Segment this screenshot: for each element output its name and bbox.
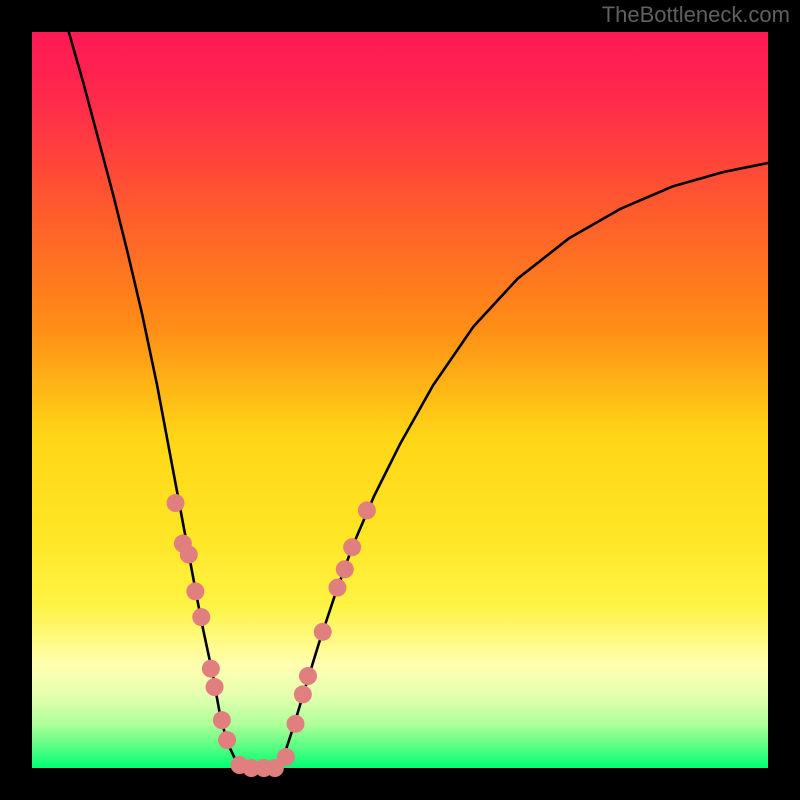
scatter-dot [343, 538, 361, 556]
plot-background [32, 32, 768, 768]
scatter-dot [299, 667, 317, 685]
scatter-dot [358, 501, 376, 519]
watermark-text: TheBottleneck.com [602, 2, 790, 28]
scatter-dot [314, 623, 332, 641]
scatter-dot [286, 715, 304, 733]
scatter-dot [328, 579, 346, 597]
scatter-dot [167, 494, 185, 512]
scatter-dot [186, 582, 204, 600]
scatter-dot [206, 678, 224, 696]
chart-svg [0, 0, 800, 800]
scatter-dot [192, 608, 210, 626]
scatter-dot [218, 731, 236, 749]
scatter-dot [294, 685, 312, 703]
scatter-dot [213, 711, 231, 729]
scatter-dot [202, 660, 220, 678]
scatter-dot [277, 748, 295, 766]
scatter-dot [336, 560, 354, 578]
scatter-dot [180, 546, 198, 564]
chart-container: TheBottleneck.com [0, 0, 800, 800]
